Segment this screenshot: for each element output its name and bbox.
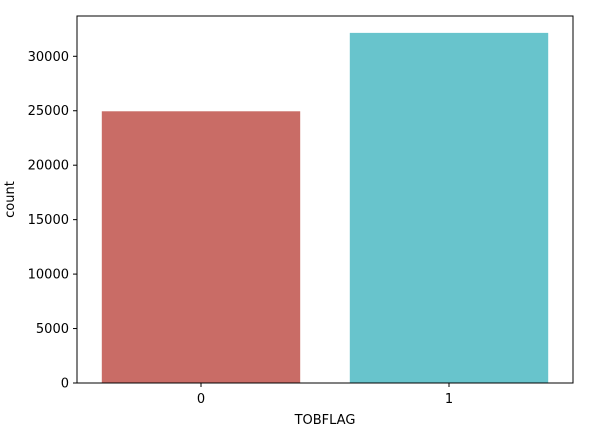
- y-tick-label: 15000: [28, 213, 69, 228]
- y-tick-label: 30000: [28, 50, 69, 65]
- x-axis-title: TOBFLAG: [294, 413, 356, 428]
- y-axis-ticks: 0 5000 10000 15000 20000 25000 30000: [28, 50, 77, 392]
- x-tick-label: 1: [445, 392, 453, 407]
- plot-frame: [76, 15, 574, 384]
- y-tick-label: 5000: [36, 322, 69, 337]
- y-tick-label: 10000: [28, 268, 69, 283]
- bars-group: [101, 32, 549, 384]
- bar-1: [349, 32, 549, 383]
- bar-0: [101, 111, 301, 384]
- y-tick-label: 25000: [28, 104, 69, 119]
- y-tick-label: 20000: [28, 159, 69, 174]
- y-axis-title: count: [3, 181, 18, 218]
- x-tick-label: 0: [197, 392, 205, 407]
- y-tick-label: 0: [61, 377, 69, 392]
